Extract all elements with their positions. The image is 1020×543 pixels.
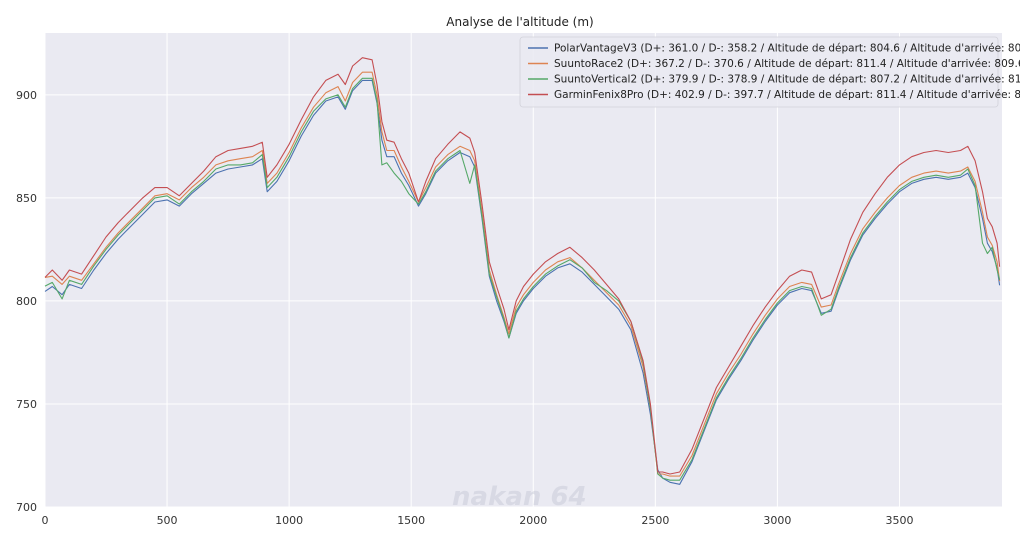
legend-label: SuuntoRace2 (D+: 367.2 / D-: 370.6 / Alt…	[554, 58, 1020, 70]
series-line-3	[44, 77, 1001, 481]
y-tick-label: 700	[16, 501, 37, 514]
x-tick-label: 0	[42, 514, 49, 527]
plot-background	[45, 33, 1002, 507]
y-tick-label: 750	[16, 398, 37, 411]
x-tick-label: 2500	[641, 514, 669, 527]
legend: PolarVantageV3 (D+: 361.0 / D-: 358.2 / …	[519, 36, 1020, 108]
watermark: nakan 64	[452, 482, 587, 512]
series-line-2	[44, 71, 1001, 477]
y-tick-label: 800	[16, 295, 37, 308]
legend-label: GarminFenix8Pro (D+: 402.9 / D-: 397.7 /…	[554, 89, 1020, 101]
legend-box	[519, 36, 999, 108]
y-tick-label: 900	[16, 89, 37, 102]
watermark-text: nakan 64	[452, 482, 587, 512]
x-tick-label: 3500	[885, 514, 913, 527]
x-tick-label: 1500	[397, 514, 425, 527]
chart-title: Analyse de l'altitude (m)	[446, 15, 593, 29]
x-tick-label: 2000	[519, 514, 547, 527]
x-tick-label: 3000	[763, 514, 791, 527]
x-tick-label: 1000	[275, 514, 303, 527]
series-line-4	[44, 57, 1001, 475]
series-layer	[44, 57, 1001, 485]
y-tick-label: 850	[16, 192, 37, 205]
tick-labels: 0 500 1000 1500 2000 2500 3000 3500 700 750 800 850…	[16, 89, 913, 527]
legend-label: PolarVantageV3 (D+: 361.0 / D-: 358.2 / …	[554, 43, 1020, 55]
legend-label: SuuntoVertical2 (D+: 379.9 / D-: 378.9 /…	[554, 74, 1020, 86]
x-tick-label: 500	[157, 514, 178, 527]
